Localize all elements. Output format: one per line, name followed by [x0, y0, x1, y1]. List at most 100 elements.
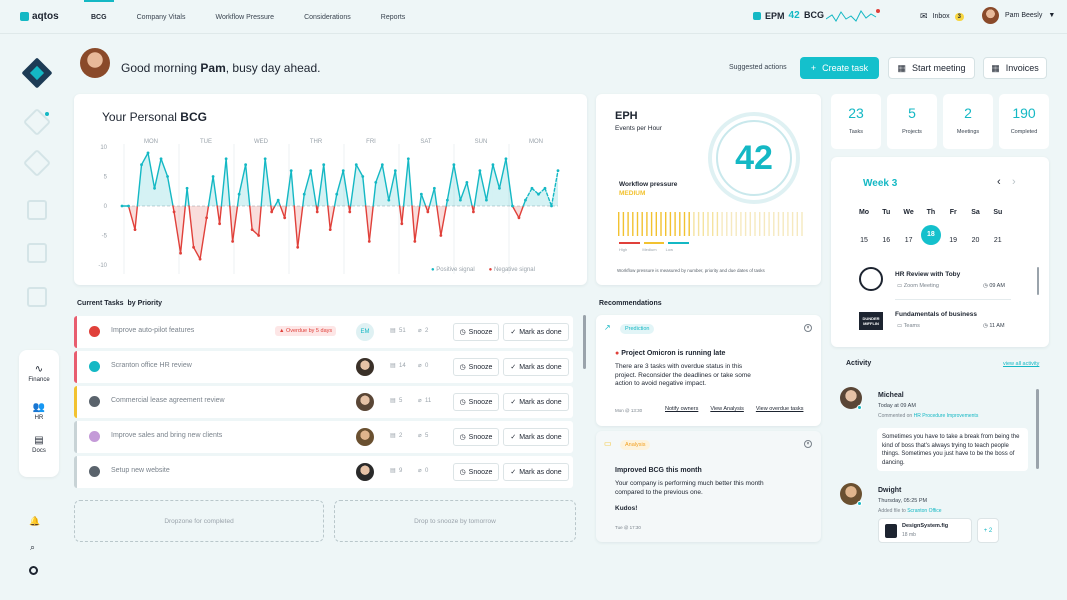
stat-completed[interactable]: 190 Completed [999, 94, 1049, 149]
nav-grid-icon[interactable] [27, 200, 47, 220]
nav-hr[interactable]: 👥 HR [19, 402, 59, 421]
more-files-button[interactable]: + 2 [977, 518, 999, 543]
stat-completed-label: Completed [1010, 129, 1038, 135]
start-meeting-button[interactable]: ▦ Start meeting [888, 57, 975, 79]
area-segment [525, 188, 532, 206]
app-logo[interactable]: aqtos [20, 11, 59, 22]
file-attachment[interactable]: DesignSystem.fig 18 mb [878, 518, 972, 543]
notify-owners-link[interactable]: Notify owners [665, 406, 699, 412]
task-row[interactable]: Improve sales and bring new clients ▤ 2 … [74, 421, 573, 453]
area-segment [252, 206, 259, 236]
tab-bcg[interactable]: BCG [76, 0, 122, 34]
greeting-name: Pam [200, 61, 226, 75]
search-icon[interactable]: ⌕ [30, 542, 36, 552]
series-line-segment [419, 193, 423, 207]
snooze-button[interactable]: ◷ Snooze [453, 358, 499, 376]
create-task-button[interactable]: + Create task [800, 57, 879, 79]
bcg-line-chart[interactable]: MON TUE WED THR FRI SAT SUN MON 10 5 0 -5 -10 [74, 94, 587, 285]
tab-workflow-pressure[interactable]: Workflow Pressure [215, 13, 275, 21]
nav-finance[interactable]: ∿ Finance [19, 364, 59, 383]
mark-as-done-button[interactable]: ✓ Mark as done [503, 358, 569, 376]
task-row[interactable]: Scranton office HR review ▤ 14 ⌀ 0 ◷ Snoo… [74, 351, 573, 383]
assignee-avatar [356, 393, 374, 411]
calendar-date-21[interactable]: 21 [993, 237, 1002, 244]
snooze-button[interactable]: ◷ Snooze [453, 463, 499, 481]
calendar-date-18[interactable]: 18 [920, 225, 941, 245]
nav-layers-icon[interactable] [27, 243, 47, 263]
snooze-button[interactable]: ◷ Snooze [453, 428, 499, 446]
dwight-target-link[interactable]: Scranton Office [907, 508, 942, 514]
analysis-heading: Improved BCG this month [615, 467, 702, 474]
user-menu[interactable]: Pam Beesly ▼ [982, 7, 1055, 24]
data-point [270, 210, 274, 214]
data-point [374, 181, 378, 184]
snooze-button[interactable]: ◷ Snooze [453, 323, 499, 341]
pressure-bar [622, 212, 625, 236]
view-analysis-link[interactable]: View Analysis [710, 406, 744, 412]
data-point [244, 163, 248, 167]
alert-dot-icon: ● [615, 350, 620, 357]
mark-as-done-button[interactable]: ✓ Mark as done [503, 428, 569, 446]
tab-considerations[interactable]: Considerations [304, 13, 351, 21]
nav-diamond-icon-2[interactable] [22, 148, 52, 178]
calendar-date-19[interactable]: 19 [949, 237, 958, 244]
calendar-date-15[interactable]: 15 [860, 237, 868, 244]
tab-company-vitals[interactable]: Company Vitals [136, 13, 186, 21]
comments-count: ▤ 2 [390, 433, 403, 439]
logo-text: aqtos [32, 11, 59, 22]
view-overdue-tasks-link[interactable]: View overdue tasks [755, 406, 804, 412]
close-icon[interactable]: × [804, 324, 812, 332]
event-2-title[interactable]: Fundamentals of business [895, 311, 977, 318]
dropzone-completed[interactable]: Dropzone for completed [74, 500, 324, 542]
data-point [328, 228, 332, 232]
task-row[interactable]: Commercial lease agreement review ▤ 5 ⌀ … [74, 386, 573, 418]
task-row[interactable]: Improve auto-pilot features ▲ Overdue by… [74, 316, 573, 348]
calendar-date-20[interactable]: 20 [971, 237, 980, 244]
events-scrollbar[interactable] [1037, 267, 1039, 295]
invoices-button[interactable]: ▦ Invoices [983, 57, 1047, 79]
brand-diamond-icon[interactable] [21, 57, 53, 89]
stat-tasks[interactable]: 23 Tasks [831, 94, 881, 149]
epm-indicator[interactable]: EPM 42 [753, 10, 800, 21]
task-row[interactable]: Setup new website ▤ 9 ⌀ 0 ◷ Snooze ✓ Mark … [74, 456, 573, 488]
mark-as-done-button[interactable]: ✓ Mark as done [503, 393, 569, 411]
stat-meetings[interactable]: 2 Meetings [943, 94, 993, 149]
tasks-scrollbar[interactable] [583, 315, 586, 369]
view-all-activity-link[interactable]: view all activity [1003, 361, 1040, 367]
next-week-icon[interactable]: › [1012, 176, 1016, 188]
micheal-target-link[interactable]: HR Procedure Improvements [913, 413, 979, 419]
inbox[interactable]: ✉ Inbox 3 [920, 11, 965, 22]
greeting-avatar [80, 48, 110, 78]
prev-week-icon[interactable]: ‹ [997, 176, 1001, 188]
nav-docs[interactable]: ▤ Docs [19, 435, 59, 454]
close-icon[interactable]: × [804, 440, 812, 448]
event-1-title[interactable]: HR Review with Toby [895, 271, 961, 278]
series-line-segment [323, 163, 329, 207]
bell-icon[interactable]: 🔔 [29, 516, 41, 526]
assignee-avatar [356, 358, 374, 376]
data-point [237, 192, 241, 196]
area-segment [531, 188, 539, 206]
dropzone-snooze[interactable]: Drop to snooze by tomorrow [334, 500, 576, 542]
data-point [465, 181, 469, 184]
data-point [159, 157, 163, 161]
mark-as-done-button[interactable]: ✓ Mark as done [503, 463, 569, 481]
notification-dot-icon [45, 112, 49, 116]
mark-as-done-button[interactable]: ✓ Mark as done [503, 323, 569, 341]
stat-projects[interactable]: 5 Projects [887, 94, 937, 149]
tab-reports[interactable]: Reports [380, 13, 406, 21]
pressure-bar [665, 212, 667, 236]
settings-gear-icon[interactable] [29, 566, 38, 575]
series-line-segment [229, 205, 234, 243]
calendar-date-17[interactable]: 17 [904, 237, 913, 244]
series-line-segment [411, 205, 416, 243]
pressure-bar [787, 212, 789, 236]
top-bar: aqtos BCG Company Vitals Workflow Pressu… [0, 0, 1067, 34]
data-point [276, 198, 280, 202]
calendar-date-16[interactable]: 16 [882, 237, 891, 244]
series-line-segment [342, 169, 350, 207]
nav-maze-icon[interactable] [27, 287, 47, 307]
series-line-segment [401, 205, 405, 225]
activity-scrollbar[interactable] [1036, 389, 1039, 469]
snooze-button[interactable]: ◷ Snooze [453, 393, 499, 411]
